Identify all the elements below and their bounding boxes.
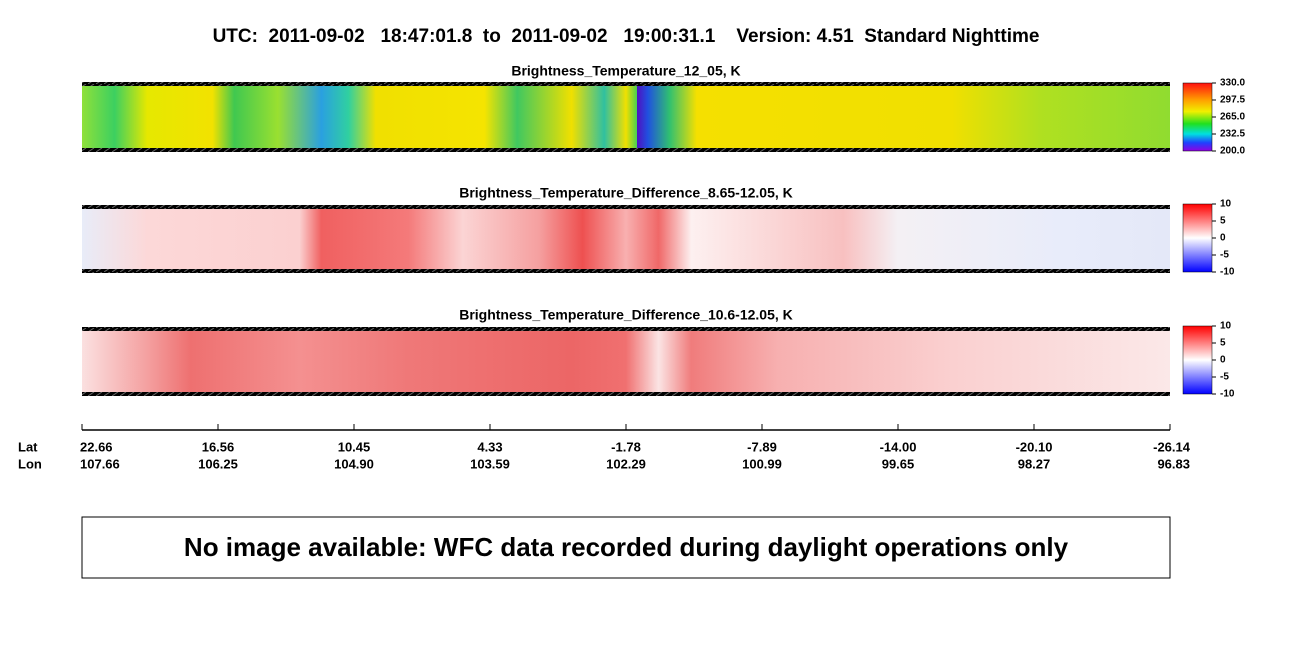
panel: Brightness_Temperature_Difference_8.65-1… (82, 185, 1213, 273)
colorbar-tick-label: 5 (1220, 338, 1226, 349)
lon-label: 98.27 (1018, 456, 1051, 471)
strip-edge (82, 392, 1170, 396)
lon-label: 103.59 (470, 456, 510, 471)
colorbar-tick-label: -5 (1220, 250, 1229, 261)
panel: Brightness_Temperature_12_05, K (82, 63, 1213, 152)
lon-label: 96.83 (1157, 456, 1190, 471)
colorbar (1182, 203, 1213, 273)
axis-row-label: Lat (18, 439, 38, 454)
lat-label: 16.56 (202, 439, 235, 454)
lat-label: -14.00 (880, 439, 917, 454)
image-strip (82, 83, 1170, 151)
image-strip (82, 206, 1170, 272)
colorbar-tick-label: 5 (1220, 216, 1226, 227)
panel-title: Brightness_Temperature_Difference_8.65-1… (459, 185, 793, 201)
strip-edge (82, 148, 1170, 152)
colorbar-tick-label: 0 (1220, 233, 1226, 244)
colorbar-tick-label: 232.5 (1220, 129, 1245, 140)
lon-label: 104.90 (334, 456, 374, 471)
lat-label: -26.14 (1153, 439, 1191, 454)
colorbar-tick-label: 10 (1220, 199, 1232, 210)
lat-label: 4.33 (477, 439, 502, 454)
message-box (81, 516, 1171, 579)
colorbar (1182, 325, 1213, 395)
lon-label: 100.99 (742, 456, 782, 471)
strip-edge (82, 327, 1170, 331)
colorbar-tick-label: 0 (1220, 355, 1226, 366)
lon-label: 99.65 (882, 456, 915, 471)
colorbar-tick-label: -10 (1220, 389, 1235, 400)
strip-edge (82, 205, 1170, 209)
lat-label: -7.89 (747, 439, 777, 454)
lon-label: 102.29 (606, 456, 646, 471)
lat-label: 10.45 (338, 439, 371, 454)
colorbar-tick-label: 297.5 (1220, 95, 1245, 106)
strip-edge (82, 82, 1170, 86)
message: No image available: WFC data recorded du… (184, 532, 1069, 562)
page-title: UTC: 2011-09-02 18:47:01.8 to 2011-09-02… (213, 26, 1040, 47)
lon-label: 107.66 (80, 456, 120, 471)
colorbar (1182, 82, 1213, 152)
colorbar-tick-label: -10 (1220, 267, 1235, 278)
axis-row-label: Lon (18, 456, 42, 471)
panel-title: Brightness_Temperature_Difference_10.6-1… (459, 307, 793, 323)
lat-label: -20.10 (1016, 439, 1053, 454)
colorbar-tick-label: 265.0 (1220, 112, 1245, 123)
colorbar-tick-label: 330.0 (1220, 78, 1245, 89)
lat-label: -1.78 (611, 439, 641, 454)
panel-title: Brightness_Temperature_12_05, K (511, 63, 740, 79)
colorbar-tick-label: 10 (1220, 321, 1232, 332)
lon-label: 106.25 (198, 456, 238, 471)
lat-label: 22.66 (80, 439, 113, 454)
colorbar-tick-label: -5 (1220, 372, 1229, 383)
colorbar-tick-label: 200.0 (1220, 146, 1245, 157)
strip-edge (82, 269, 1170, 273)
panel: Brightness_Temperature_Difference_10.6-1… (82, 307, 1213, 396)
image-strip (82, 328, 1170, 395)
